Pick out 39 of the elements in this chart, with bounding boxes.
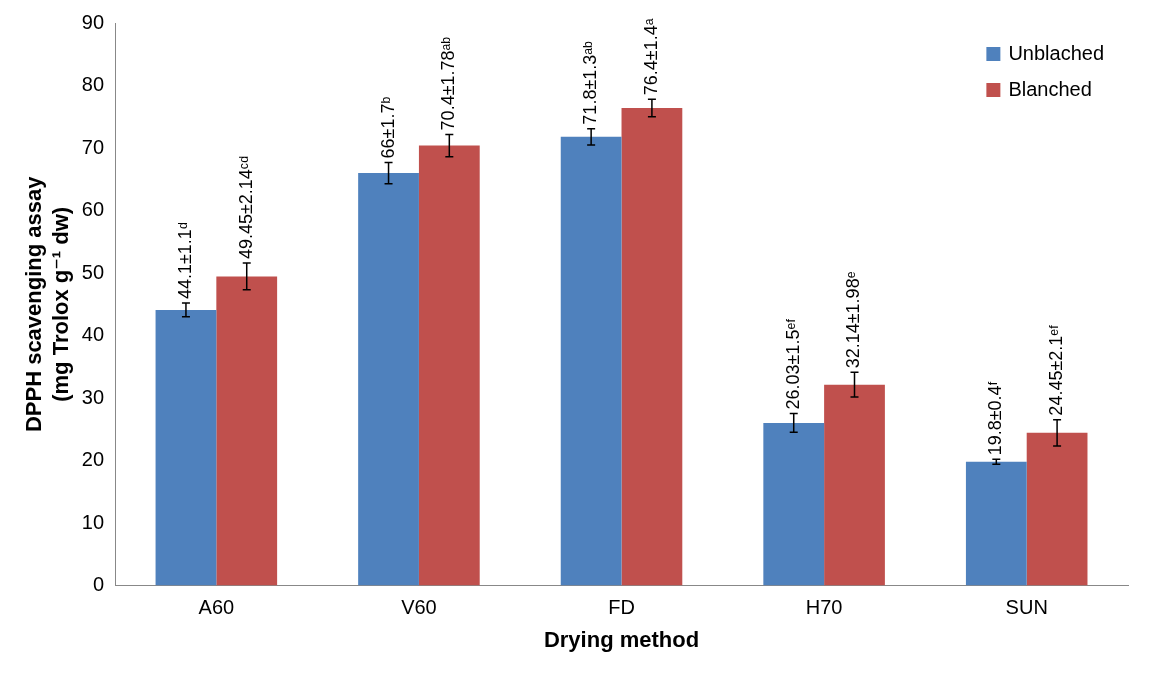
data-label: 32.14±1.98ᵉ	[843, 271, 864, 369]
data-label: 49.45±2.14ᶜᵈ	[235, 155, 256, 260]
bar	[621, 108, 683, 586]
data-label: 66±1.7ᵇ	[377, 96, 398, 159]
data-label: 24.45±2.1ᵉᶠ	[1046, 324, 1067, 416]
y-tick-label: 80	[81, 73, 105, 96]
y-tick-label: 50	[81, 260, 105, 283]
y-tick-label: 30	[81, 385, 105, 408]
data-label: 44.1±1.1ᵈ	[174, 222, 195, 300]
bar	[358, 173, 419, 586]
legend-label: Unblached	[1008, 41, 1104, 64]
y-tick-label: 90	[81, 10, 105, 33]
data-label: 70.4±1.78ᵃᵇ	[438, 36, 459, 131]
x-tick-label: H70	[805, 596, 843, 619]
x-axis-title: Drying method	[543, 626, 700, 652]
bar	[763, 422, 825, 586]
bar	[418, 145, 480, 586]
data-label: 26.03±1.5ᵉᶠ	[782, 318, 803, 410]
x-tick-label: SUN	[1005, 596, 1048, 619]
bar	[155, 309, 217, 586]
x-tick-label: A60	[198, 596, 235, 619]
y-axis-title: DPPH scavenging assay (mg Trolox g⁻¹ dw)	[21, 175, 73, 433]
x-tick-label: FD	[608, 596, 635, 619]
y-tick-label: 0	[92, 573, 105, 596]
y-tick-label: 10	[81, 510, 105, 533]
data-label: 19.8±0.4ᶠ	[985, 381, 1006, 456]
bar	[560, 136, 622, 586]
y-tick-label: 40	[81, 323, 105, 346]
bar	[824, 384, 885, 586]
y-tick-label: 20	[81, 448, 105, 471]
bar	[1026, 432, 1088, 586]
data-label: 71.8±1.3ᵃᵇ	[580, 41, 601, 125]
legend-label: Blanched	[1008, 77, 1092, 100]
data-label: 76.4±1.4ᵃ	[640, 18, 661, 96]
y-tick-label: 70	[81, 135, 105, 158]
x-tick-label: V60	[401, 596, 437, 619]
bar	[216, 276, 278, 586]
bar	[965, 461, 1027, 586]
y-tick-label: 60	[81, 198, 105, 221]
